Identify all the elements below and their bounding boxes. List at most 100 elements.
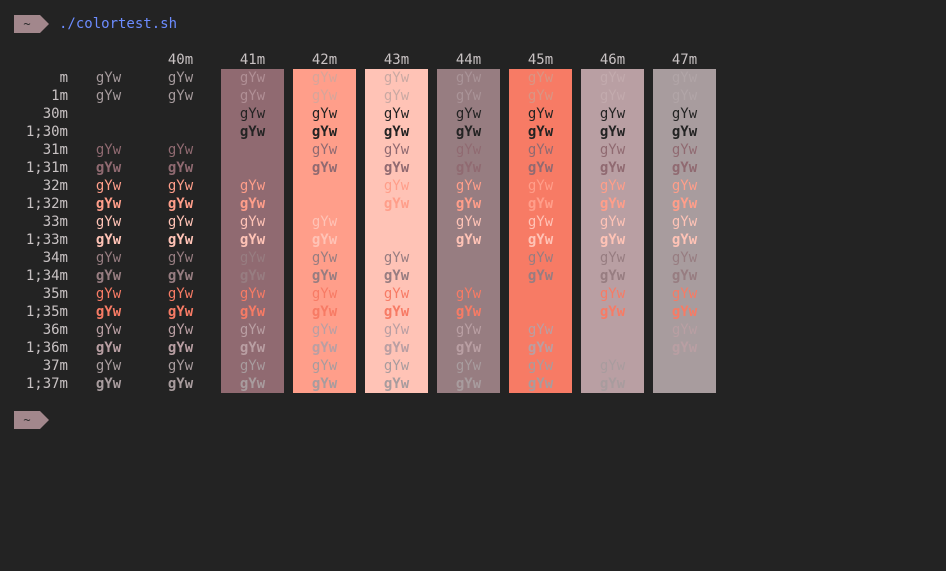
sample-cell: gYw (383, 160, 410, 176)
sample-cell: gYw (599, 358, 626, 374)
sample-cell: gYw (455, 70, 482, 86)
sample-cell: gYw (311, 214, 338, 230)
sample-cell: gYw (455, 160, 482, 176)
sample-cell: gYw (239, 124, 266, 140)
sample-cell: gYw (95, 340, 122, 356)
sample-cell (149, 123, 212, 141)
column-header: 41m (239, 52, 266, 68)
sample-cell: gYw (455, 178, 482, 194)
sample-cell: gYw (239, 268, 266, 284)
sample-cell (581, 321, 644, 339)
sample-cell: gYw (383, 358, 410, 374)
sample-cell: gYw (383, 322, 410, 338)
sample-cell: gYw (383, 70, 410, 86)
sample-cell: gYw (239, 250, 266, 266)
sample-cell: gYw (167, 214, 194, 230)
sample-cell (365, 231, 428, 249)
sample-cell: gYw (527, 142, 554, 158)
sample-cell: gYw (383, 304, 410, 320)
sample-cell: gYw (383, 178, 410, 194)
sample-cell: gYw (167, 322, 194, 338)
sample-cell: gYw (167, 232, 194, 248)
sample-cell: gYw (671, 232, 698, 248)
sample-cell: gYw (311, 304, 338, 320)
sample-cell: gYw (671, 250, 698, 266)
row-label: 37m (42, 358, 68, 374)
row-label: 1;33m (25, 232, 68, 248)
sample-cell: gYw (455, 124, 482, 140)
sample-cell: gYw (167, 196, 194, 212)
column-background-8 (653, 69, 716, 393)
sample-cell: gYw (383, 124, 410, 140)
sample-cell: gYw (95, 88, 122, 104)
sample-cell: gYw (671, 178, 698, 194)
sample-cell: gYw (527, 358, 554, 374)
sample-cell: gYw (671, 196, 698, 212)
row-label: 1;32m (25, 196, 68, 212)
row-label: 33m (42, 214, 68, 230)
row-label: 34m (42, 250, 68, 266)
sample-cell: gYw (95, 232, 122, 248)
sample-cell: gYw (455, 196, 482, 212)
sample-cell: gYw (239, 322, 266, 338)
sample-cell (653, 357, 716, 375)
sample-cell: gYw (167, 70, 194, 86)
sample-cell: gYw (455, 142, 482, 158)
column-background-7 (581, 69, 644, 393)
sample-cell (509, 303, 572, 321)
sample-cell: gYw (383, 250, 410, 266)
row-label: 1;35m (25, 304, 68, 320)
prompt-line-bottom[interactable]: ~ (14, 411, 49, 429)
sample-cell: gYw (311, 358, 338, 374)
row-label: 35m (42, 286, 68, 302)
sample-cell: gYw (671, 160, 698, 176)
row-label: 31m (42, 142, 68, 158)
column-header: 42m (311, 52, 338, 68)
sample-cell: gYw (383, 268, 410, 284)
sample-cell: gYw (95, 268, 122, 284)
sample-cell: gYw (671, 88, 698, 104)
row-label: 32m (42, 178, 68, 194)
sample-cell: gYw (239, 70, 266, 86)
sample-cell: gYw (527, 322, 554, 338)
column-background-4 (365, 69, 428, 393)
sample-cell: gYw (599, 88, 626, 104)
sample-cell: gYw (167, 358, 194, 374)
sample-cell: gYw (239, 196, 266, 212)
sample-cell: gYw (527, 196, 554, 212)
sample-cell: gYw (311, 322, 338, 338)
row-label: 30m (42, 106, 68, 122)
sample-cell: gYw (599, 196, 626, 212)
sample-cell: gYw (455, 322, 482, 338)
sample-cell (221, 141, 284, 159)
sample-cell: gYw (671, 286, 698, 302)
sample-cell: gYw (527, 340, 554, 356)
sample-cell: gYw (239, 376, 266, 392)
sample-cell: gYw (239, 358, 266, 374)
sample-cell (293, 195, 356, 213)
sample-cell: gYw (455, 88, 482, 104)
sample-cell: gYw (455, 376, 482, 392)
sample-cell: gYw (95, 322, 122, 338)
sample-cell: gYw (527, 268, 554, 284)
row-label: 1m (51, 88, 68, 104)
sample-cell (221, 159, 284, 177)
sample-cell (77, 105, 140, 123)
sample-cell: gYw (527, 124, 554, 140)
sample-cell: gYw (671, 142, 698, 158)
sample-cell: gYw (527, 250, 554, 266)
sample-cell: gYw (455, 304, 482, 320)
sample-cell: gYw (311, 124, 338, 140)
sample-cell: gYw (311, 70, 338, 86)
command-text: ./colortest.sh (59, 16, 178, 32)
sample-cell: gYw (599, 250, 626, 266)
sample-cell: gYw (239, 304, 266, 320)
prompt-line-top: ~ ./colortest.sh (14, 15, 177, 33)
prompt-badge-bottom: ~ (14, 411, 49, 429)
sample-cell: gYw (239, 178, 266, 194)
sample-cell: gYw (167, 250, 194, 266)
sample-cell: gYw (455, 286, 482, 302)
column-background-5 (437, 69, 500, 393)
sample-cell: gYw (671, 304, 698, 320)
sample-cell: gYw (599, 160, 626, 176)
